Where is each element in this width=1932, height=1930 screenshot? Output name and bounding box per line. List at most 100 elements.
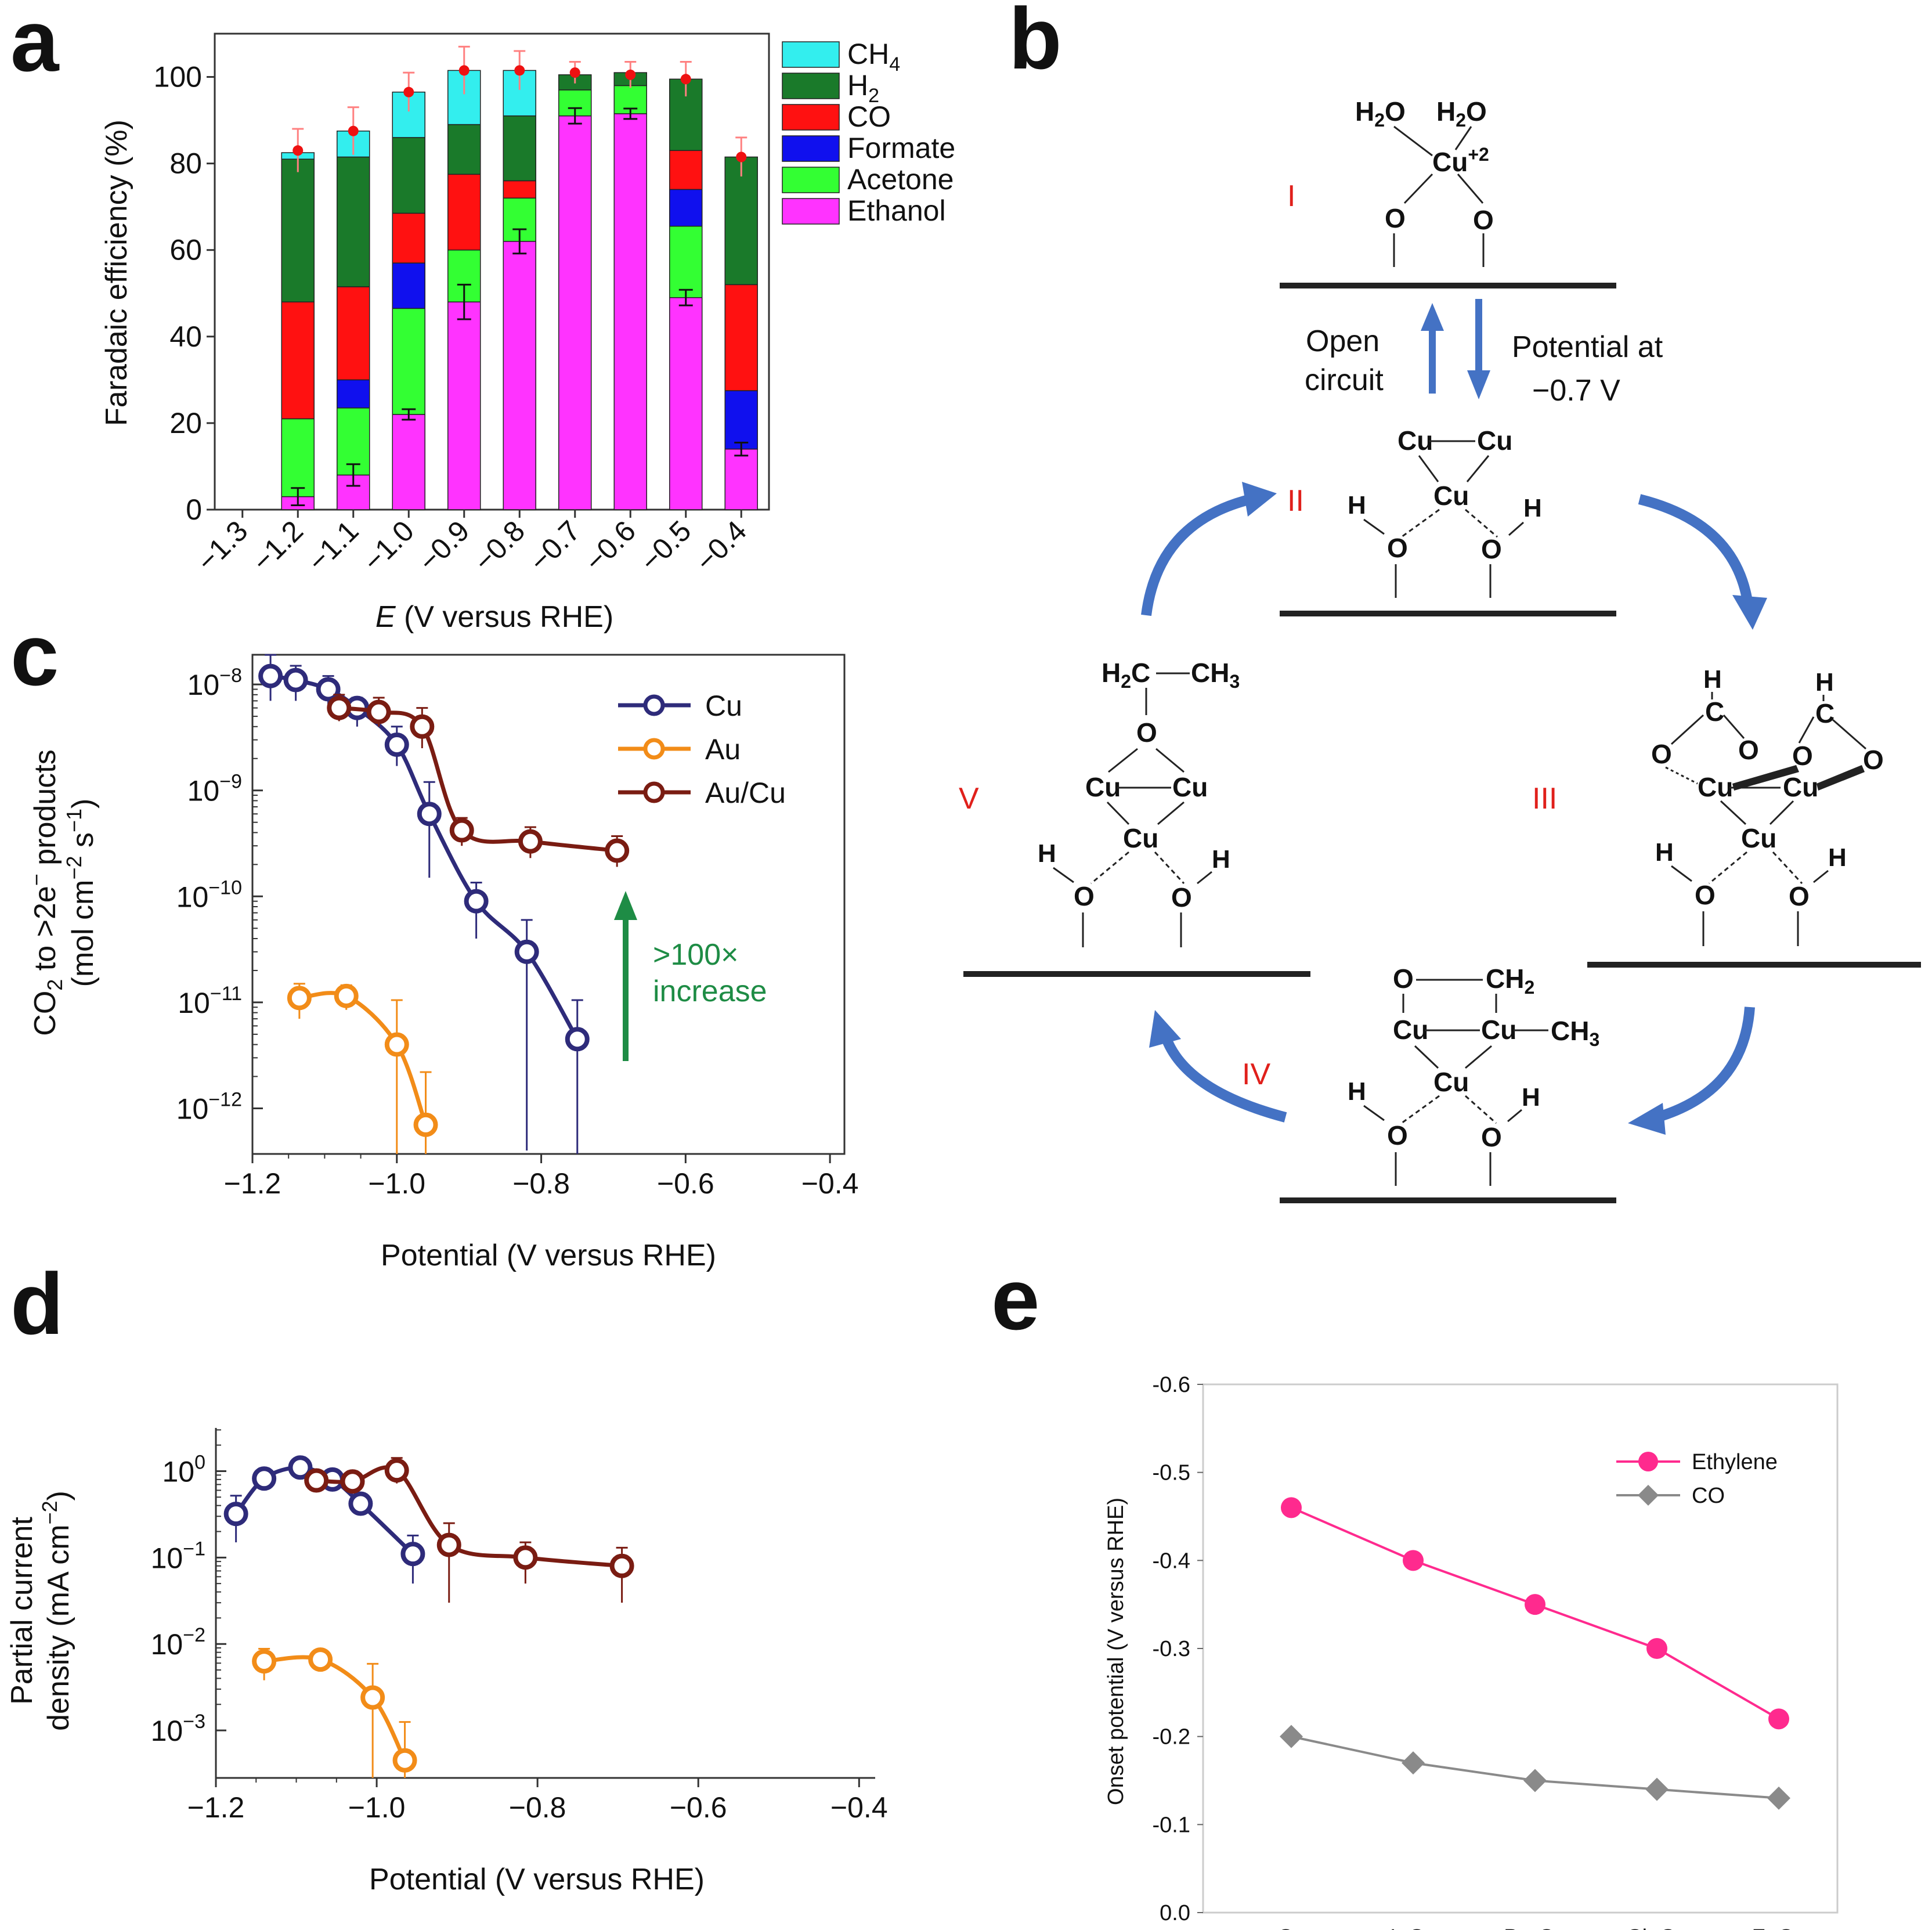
state-II-cu-right: Cu [1477, 425, 1512, 456]
y-axis-title-d-2: density (mA cm−2) [38, 1491, 75, 1731]
d-point-au-1 [308, 1647, 333, 1672]
state-II-cu-left: Cu [1397, 425, 1433, 456]
bar-segment-h2-1 [337, 156, 370, 287]
bond [1508, 521, 1524, 536]
state-IV-ch3: CH3 [1551, 1016, 1599, 1050]
bar-segment-ethanol-3 [447, 301, 481, 510]
x-axis-title-a-rest: (V versus RHE) [396, 600, 614, 634]
total-point-1 [348, 125, 359, 136]
state-IV-label: IV [1242, 1058, 1270, 1091]
bond [1832, 719, 1866, 750]
legend-label-a-1: H2 [847, 69, 879, 107]
c-point-au-3 [413, 1112, 438, 1137]
legend-marker-c-1 [643, 738, 665, 760]
legend-label-a-main-1: H [847, 69, 868, 102]
bar-segment-ethanol-5 [558, 115, 592, 510]
bond [1053, 867, 1074, 883]
legend-label-a-main-3: Formate [847, 132, 955, 164]
legend-label-a-2: CO [847, 100, 891, 133]
c-y-tick-label-0: 10−8 [187, 665, 242, 701]
yc1-sup: − [24, 874, 48, 886]
bar-segment-formate-8 [724, 390, 758, 450]
ticks-c: −1.2 −1.0 −0.8 −0.6 −0.410−810−910−1010−1110… [176, 665, 859, 1200]
bar-segment-ethanol-4 [503, 241, 536, 510]
dashed-bond [1709, 851, 1747, 885]
yd2-c: ) [42, 1491, 75, 1500]
state-I-h2o-right: H2O [1436, 96, 1487, 131]
d-point-au-2 [360, 1685, 385, 1710]
yc2-sup1: −2 [62, 856, 86, 879]
d-point-cu-4 [348, 1491, 373, 1516]
bond [1418, 455, 1439, 482]
errorbars-a [291, 45, 749, 507]
c-y-tick-exp-1: −9 [219, 771, 242, 793]
x-tick-label-a-3: −1.0 [357, 514, 420, 578]
bond [1722, 715, 1745, 739]
dashed-bond [1401, 1095, 1440, 1124]
panel-label-b: b [1009, 0, 1062, 87]
legend-marker-c-2 [643, 781, 665, 803]
y-tick-label-a-100: 100 [154, 61, 202, 93]
yc2-b: s [66, 832, 100, 856]
dashed-bond [1465, 508, 1498, 538]
panel-label-c: c [10, 606, 59, 704]
bond [1393, 125, 1433, 157]
legend-label-c-1: Au [705, 733, 741, 766]
state-I-label: I [1287, 179, 1295, 213]
e-y-tick-label-2: -0.2 [1153, 1725, 1190, 1749]
c-y-tick-base-0: 10 [187, 669, 220, 701]
state-III-o2: O [1738, 735, 1759, 765]
y-ticks-a: 0 20 40 60 80 100 [154, 61, 215, 526]
yc2-c: ) [66, 799, 100, 809]
e-point-ethylene-2 [1525, 1594, 1545, 1615]
state-IV-cu-left: Cu [1393, 1015, 1428, 1045]
state-III-h-right: H [1828, 843, 1847, 872]
y-axis-title-d-1: Partial current [5, 1517, 39, 1705]
state-V-o-left: O [1074, 881, 1095, 911]
potential-label-1: Potential at [1512, 330, 1663, 364]
c-point-au-cu-3 [449, 818, 474, 843]
bond [1197, 871, 1212, 885]
c-y-tick-exp-3: −11 [210, 983, 242, 1005]
bar-segment-acetone-7 [669, 225, 703, 298]
bar-segment-co-3 [447, 174, 481, 251]
d-point-au-cu-5 [609, 1553, 634, 1578]
series-d [223, 1455, 634, 1778]
x-tick-label-a-5: −0.8 [468, 514, 531, 578]
series-e [1280, 1497, 1790, 1810]
bar-segment-ethanol-7 [669, 297, 703, 510]
state-II-cu-bottom: Cu [1433, 481, 1469, 511]
e-point-co-1 [1402, 1751, 1425, 1775]
c-point-au-cu-2 [410, 714, 435, 739]
state-IV-h-right: H [1522, 1083, 1540, 1112]
yd2-a: density (mA cm [42, 1524, 75, 1730]
e-point-co-2 [1523, 1769, 1547, 1792]
state-I-o-left: O [1385, 203, 1406, 233]
legend-swatch-a-5 [782, 198, 840, 225]
series-c [258, 654, 630, 1154]
x-axis-title-a: E (V versus RHE) [375, 600, 613, 634]
dashed-bond [1465, 1095, 1497, 1124]
state-III-c1: C [1705, 697, 1724, 727]
legend-swatch-a-1 [782, 73, 840, 99]
total-point-5 [569, 67, 580, 78]
state-III-h1: H [1703, 665, 1722, 694]
c-y-tick-base-2: 10 [176, 881, 209, 913]
state-III-cu-bottom: Cu [1741, 823, 1776, 853]
state-II-label: II [1287, 484, 1304, 518]
yc1-end: products [28, 749, 62, 874]
legend-marker-c-0 [643, 694, 665, 716]
legend-label-a-4: Acetone [847, 163, 954, 196]
d-point-au-cu-4 [513, 1545, 538, 1570]
bond [1466, 455, 1490, 482]
c-y-tick-label-4: 10−12 [176, 1088, 242, 1125]
cycle-arrow-IV-to-V-head [1149, 1010, 1181, 1048]
legend-swatch-a-0 [782, 41, 840, 68]
bar-segment-ethanol-6 [613, 113, 647, 510]
bond [1720, 800, 1747, 825]
x-tick-label-a-6: −0.7 [523, 514, 586, 578]
state-III-o-right: O [1789, 881, 1810, 911]
legend-marker-e-1 [1638, 1485, 1659, 1506]
